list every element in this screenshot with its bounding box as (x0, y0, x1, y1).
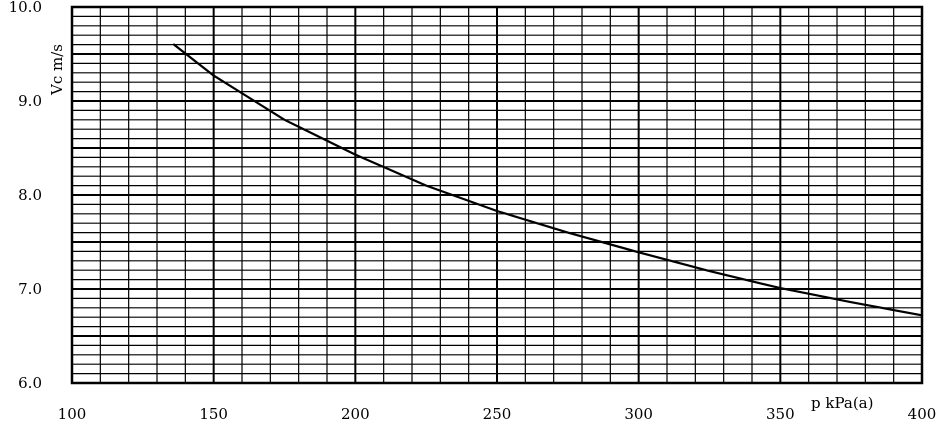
x-axis-label: p kPa(a) (811, 394, 873, 412)
x-tick-label: 250 (483, 405, 512, 423)
tick-labels: 100 150 200 250 300 350 400 6.0 7.0 8.0 9.0 10.0 (9, 0, 937, 423)
plot-frame (70, 5, 924, 385)
series-layer (172, 43, 924, 317)
series-line (172, 43, 924, 317)
x-tick-label: 150 (199, 405, 228, 423)
x-tick-label: 400 (908, 405, 937, 423)
x-tick-label: 100 (58, 405, 87, 423)
y-tick-label: 9.0 (18, 92, 42, 110)
y-tick-label: 6.0 (18, 374, 42, 392)
y-axis-label: Vc m/s (48, 44, 66, 96)
x-tick-label: 350 (766, 405, 795, 423)
x-tick-label: 300 (624, 405, 653, 423)
y-tick-label: 8.0 (18, 186, 42, 204)
x-tick-label: 200 (341, 405, 370, 423)
plot-border (70, 5, 924, 385)
y-tick-label: 10.0 (9, 0, 42, 16)
y-tick-label: 7.0 (18, 280, 42, 298)
